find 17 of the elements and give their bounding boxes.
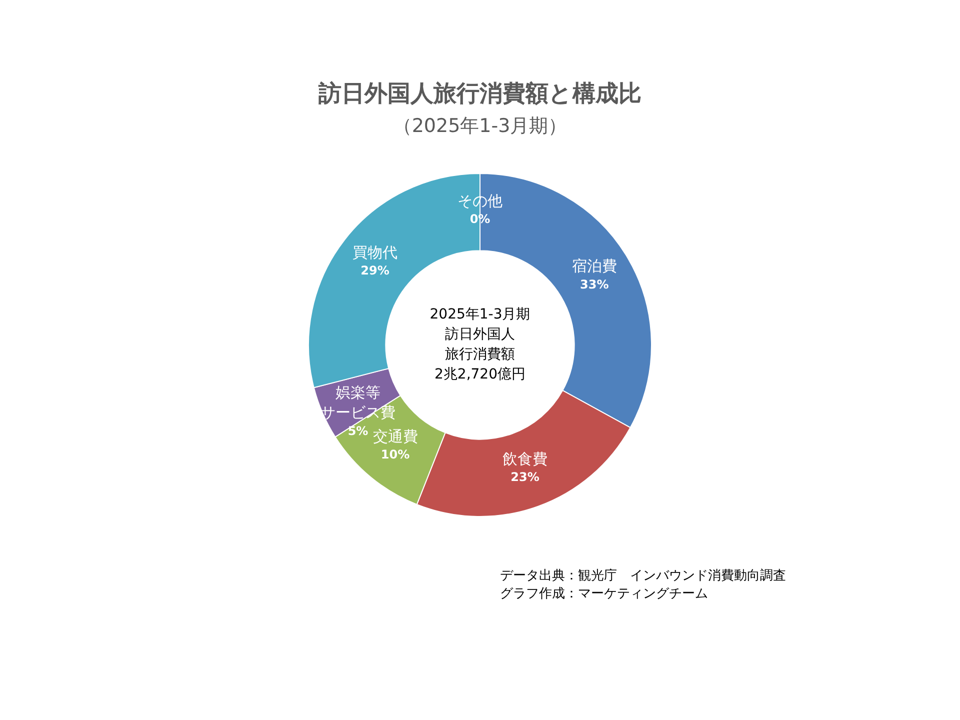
slice-label: 宿泊費 xyxy=(572,257,617,276)
chart-title: 訪日外国人旅行消費額と構成比 xyxy=(318,80,642,107)
data-label: 10% xyxy=(380,448,410,462)
data-label: 23% xyxy=(510,470,540,484)
text: 2025年1-3月期 xyxy=(430,306,530,323)
chart-subtitle: （2025年1-3月期） xyxy=(392,114,568,137)
data-label: 29% xyxy=(360,264,390,278)
text: 旅行消費額 xyxy=(445,346,515,363)
slice-label: 買物代 xyxy=(352,243,398,262)
slice-label: 交通費 xyxy=(372,427,418,446)
data-label: 5% xyxy=(348,424,368,438)
slice-label: 飲食費 xyxy=(502,450,548,468)
text: 2兆2,720億円 xyxy=(434,366,526,383)
data-label: 33% xyxy=(580,277,609,292)
text: データ出典：観光庁 インバウンド消費動向調査 xyxy=(500,567,786,584)
text: 訪日外国人 xyxy=(445,326,515,343)
text: グラフ作成：マーケティングチーム xyxy=(500,586,708,602)
